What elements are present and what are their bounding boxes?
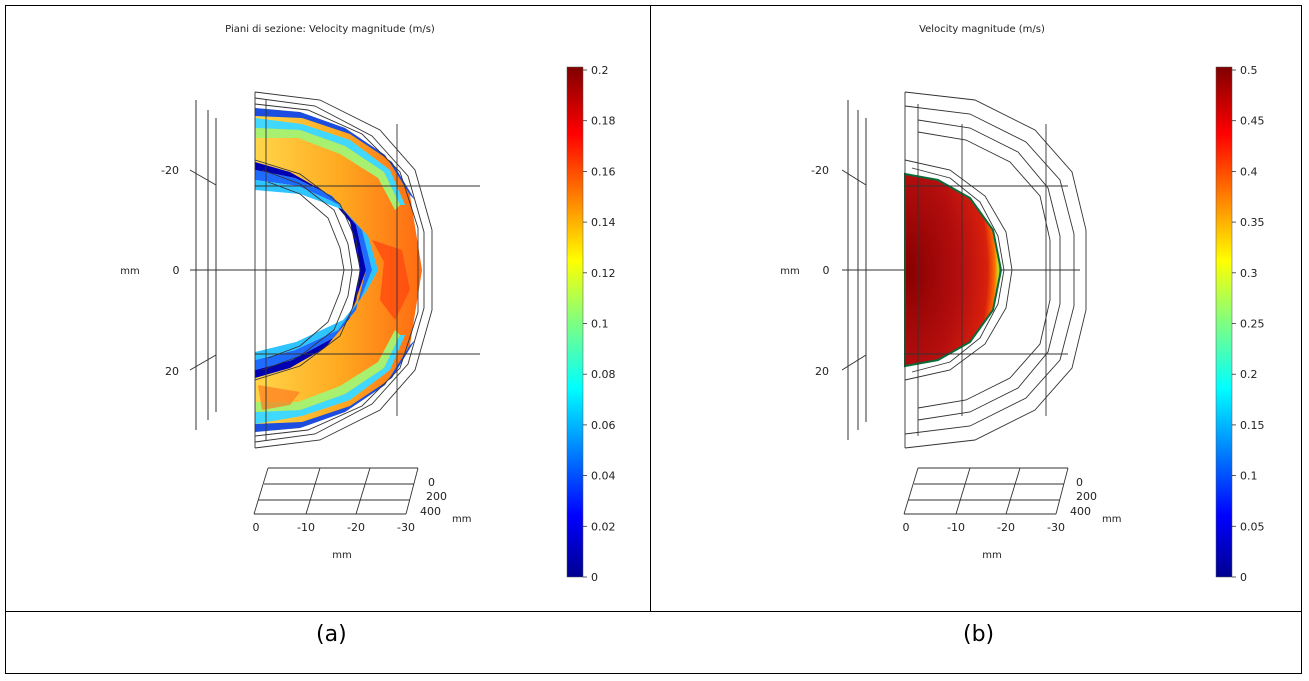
panel-a-wireframe-left xyxy=(189,100,420,430)
panel-divider xyxy=(650,5,651,612)
panel-a-caption: (a) xyxy=(316,622,347,647)
panel-a-colorbar-tick-label: 0.14 xyxy=(591,216,616,229)
panel-a-colorbar-tick-label: 0.12 xyxy=(591,267,616,280)
panel-a-depth-tick-1: 0 xyxy=(428,476,435,489)
panel-b-wireframe-left xyxy=(841,100,1080,440)
panel-a-colorbar-tick-label: 0.16 xyxy=(591,165,616,178)
panel-b-colorbar: 0.5 0.45 0.4 0.35 0.3 0.25 0.2 0.15 0.1 0.05 0 xyxy=(1215,64,1265,584)
panel-a-title: Piani di sezione: Velocity magnitude (m/… xyxy=(225,24,435,35)
panel-a-depth-label: mm xyxy=(452,514,471,525)
panel-a-colorbar-tick-label: 0.04 xyxy=(591,470,616,483)
panel-a-colorbar-ticks: 0.2 0.18 0.16 0.14 0.12 0.1 0.08 0.06 0.04 0.02 0 xyxy=(583,64,616,584)
panel-a-bottom-axis-label: mm xyxy=(332,550,351,561)
panel-a-colorbar-tick-label: 0.08 xyxy=(591,368,616,381)
panel-a-bottom-tick-1: 0 xyxy=(253,521,260,534)
panel-b-bottom-tick-3: -20 xyxy=(997,521,1015,534)
panel-a-colorbar: 0.2 0.18 0.16 0.14 0.12 0.1 0.08 0.06 0.04 0.02 0 xyxy=(566,64,616,584)
panel-b-colorbar-tick-label: 0 xyxy=(1240,571,1247,584)
panel-b-left-tick-2: 0 xyxy=(823,264,830,277)
panel-a-bottom-axis: 0 200 400 mm 0 -10 -20 -30 mm xyxy=(253,476,472,561)
panel-a-bottom-tick-3: -20 xyxy=(347,521,365,534)
panel-a-colorbar-tick-label: 0.02 xyxy=(591,520,616,533)
panel-b-colorbar-tick-label: 0.3 xyxy=(1240,267,1258,280)
panel-a-depth-tick-2: 200 xyxy=(426,490,447,503)
panel-b-wireframe-shell xyxy=(904,91,1087,449)
panel-a-left-axis: mm -20 0 20 xyxy=(120,164,179,378)
panel-a-left-tick-2: 0 xyxy=(173,264,180,277)
panel-b-colorbar-tick-label: 0.25 xyxy=(1240,318,1265,331)
panel-b-colorbar-ticks: 0.5 0.45 0.4 0.35 0.3 0.25 0.2 0.15 0.1 0.05 0 xyxy=(1232,64,1265,584)
caption-rule xyxy=(5,611,1302,612)
panel-b-left-tick-1: -20 xyxy=(811,164,829,177)
panel-b-bottom-grid xyxy=(903,467,1069,515)
panel-b-core-field xyxy=(904,172,1003,368)
panel-b-colorbar-tick-label: 0.05 xyxy=(1240,520,1265,533)
panel-b-left-axis: mm -20 0 20 xyxy=(780,164,829,378)
panel-b-colorbar-tick-label: 0.5 xyxy=(1240,64,1258,77)
panel-b-bottom-axis: 0 200 400 mm 0 -10 -20 -30 mm xyxy=(903,476,1122,561)
panel-a-bottom-tick-2: -10 xyxy=(297,521,315,534)
panel-a-colorbar-tick-label: 0.2 xyxy=(591,64,609,77)
panel-b-colorbar-tick-label: 0.2 xyxy=(1240,368,1258,381)
panel-b-bottom-tick-4: -30 xyxy=(1047,521,1065,534)
panel-b-left-axis-label: mm xyxy=(780,266,799,277)
panel-b-colorbar-tick-label: 0.35 xyxy=(1240,216,1265,229)
panel-a-annulus-field xyxy=(255,108,422,432)
panel-b-depth-label: mm xyxy=(1102,514,1121,525)
panel-a-colorbar-tick-label: 0.18 xyxy=(591,115,616,128)
panel-b: Velocity magnitude (m/s) mm xyxy=(780,24,1264,584)
panel-a-left-tick-1: -20 xyxy=(161,164,179,177)
panel-b-bottom-tick-1: 0 xyxy=(903,521,910,534)
panel-b-depth-tick-2: 200 xyxy=(1076,490,1097,503)
panel-b-title: Velocity magnitude (m/s) xyxy=(919,24,1045,35)
panel-a-left-axis-label: mm xyxy=(120,266,139,277)
panel-a-colorbar-tick-label: 0.06 xyxy=(591,419,616,432)
panel-b-left-tick-3: 20 xyxy=(815,365,829,378)
panel-a-left-tick-3: 20 xyxy=(165,365,179,378)
panel-a-depth-tick-3: 400 xyxy=(420,505,441,518)
panel-b-bottom-axis-label: mm xyxy=(982,550,1001,561)
figure-frame xyxy=(5,5,1302,674)
panel-b-colorbar-tick-label: 0.4 xyxy=(1240,165,1258,178)
panel-b-bottom-tick-2: -10 xyxy=(947,521,965,534)
panel-b-colorbar-tick-label: 0.45 xyxy=(1240,115,1265,128)
panel-b-depth-tick-1: 0 xyxy=(1076,476,1083,489)
panel-a-bottom-grid xyxy=(253,467,419,515)
panel-a-colorbar-tick-label: 0.1 xyxy=(591,318,609,331)
panel-b-colorbar-tick-label: 0.1 xyxy=(1240,470,1258,483)
panel-a: Piani di sezione: Velocity magnitude (m/… xyxy=(120,24,615,584)
panel-a-bottom-tick-4: -30 xyxy=(397,521,415,534)
panel-b-colorbar-tick-label: 0.15 xyxy=(1240,419,1265,432)
panel-a-colorbar-tick-label: 0 xyxy=(591,571,598,584)
panel-b-caption: (b) xyxy=(963,622,995,647)
panel-b-depth-tick-3: 400 xyxy=(1070,505,1091,518)
panel-a-wireframe-shell xyxy=(254,91,480,449)
